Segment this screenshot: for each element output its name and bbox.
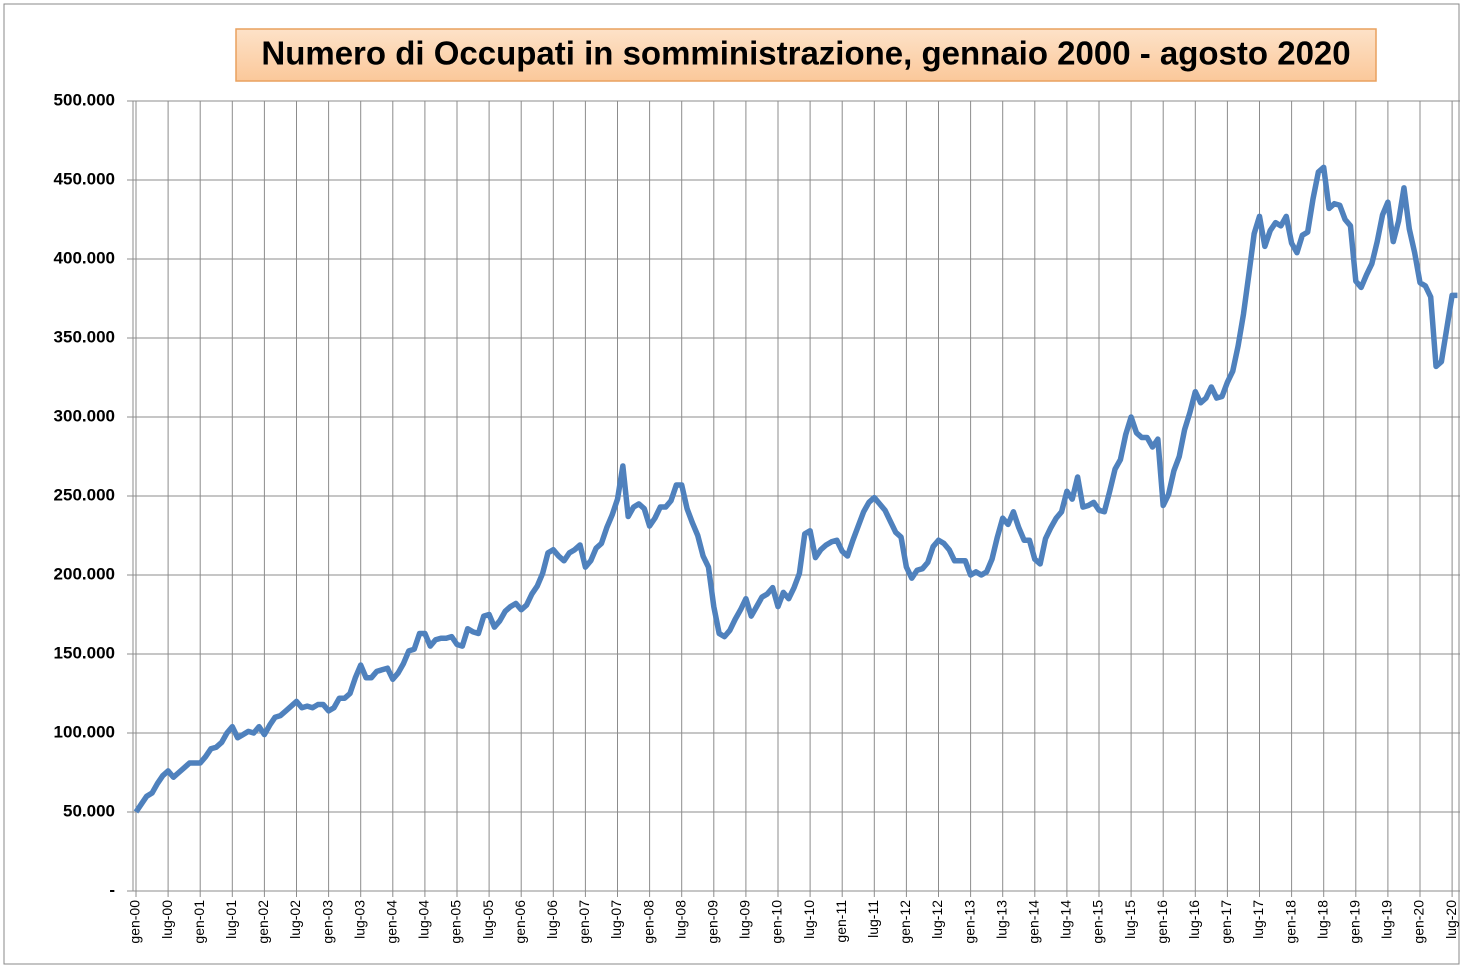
x-tick-label: gen-19	[1347, 900, 1363, 944]
x-tick-label: gen-05	[448, 900, 464, 944]
x-tick-label: lug-13	[993, 900, 1009, 939]
x-tick-label: lug-19	[1379, 900, 1395, 939]
x-tick-label: gen-07	[576, 900, 592, 944]
x-tick-label: gen-02	[255, 900, 271, 944]
line-series	[133, 164, 1458, 814]
x-tick-label: lug-02	[287, 900, 303, 939]
x-tick-label: lug-05	[480, 900, 496, 939]
x-tick-label: gen-00	[127, 900, 143, 944]
x-tick-label: lug-06	[544, 900, 560, 939]
x-tick-label: gen-12	[897, 900, 913, 944]
x-tick-label: gen-09	[705, 900, 721, 944]
y-tick-label: 300.000	[54, 406, 115, 425]
x-tick-label: lug-03	[351, 900, 367, 939]
x-tick-label: lug-10	[801, 900, 817, 939]
y-tick-label: 250.000	[54, 485, 115, 504]
x-tick-label: lug-15	[1122, 900, 1138, 939]
x-tick-label: gen-11	[833, 900, 849, 943]
x-tick-label: gen-14	[1026, 900, 1042, 944]
x-tick-label: lug-12	[929, 900, 945, 939]
y-tick-label: 100.000	[54, 722, 115, 741]
chart-frame	[3, 3, 1460, 965]
y-tick-label: 200.000	[54, 564, 115, 583]
x-tick-label: gen-13	[961, 900, 977, 944]
x-tick-label: lug-08	[672, 900, 688, 939]
x-tick-label: gen-04	[384, 900, 400, 944]
y-tick-label: 400.000	[54, 248, 115, 267]
x-tick-label: lug-17	[1250, 900, 1266, 939]
x-tick-label: gen-17	[1218, 900, 1234, 944]
chart-title: Numero di Occupati in somministrazione, …	[261, 35, 1350, 72]
x-tick-label: gen-16	[1154, 900, 1170, 944]
y-tick-label: -	[109, 880, 115, 899]
x-tick-label: gen-10	[769, 900, 785, 944]
x-tick-label: gen-20	[1411, 900, 1427, 944]
title-box	[235, 28, 1377, 82]
x-tick-label: lug-18	[1314, 900, 1330, 939]
x-tick-label: gen-08	[640, 900, 656, 944]
x-tick-label: lug-00	[159, 900, 175, 939]
x-tick-label: lug-09	[737, 900, 753, 939]
y-tick-label: 150.000	[54, 643, 115, 662]
x-tick-label: gen-01	[191, 900, 207, 944]
y-tick-label: 500.000	[54, 90, 115, 109]
x-tick-label: gen-18	[1282, 900, 1298, 944]
x-tick-label: lug-16	[1186, 900, 1202, 939]
x-tick-label: gen-15	[1090, 900, 1106, 944]
y-tick-label: 50.000	[63, 801, 115, 820]
x-tick-label: lug-14	[1058, 900, 1074, 939]
y-tick-label: 450.000	[54, 169, 115, 188]
x-tick-label: lug-01	[223, 900, 239, 939]
y-tick-label: 350.000	[54, 327, 115, 346]
x-tick-label: lug-11	[865, 900, 881, 938]
x-tick-label: lug-07	[608, 900, 624, 939]
x-tick-label: lug-04	[416, 900, 432, 939]
x-tick-label: gen-06	[512, 900, 528, 944]
x-tick-label: lug-20	[1443, 900, 1459, 939]
x-tick-label: gen-03	[319, 900, 335, 944]
